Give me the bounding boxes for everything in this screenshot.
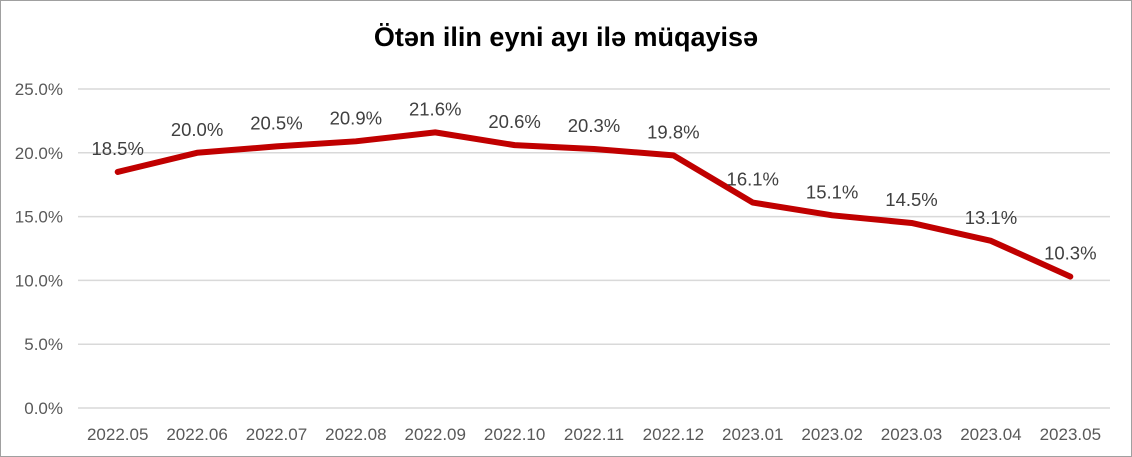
- data-point-label: 20.3%: [568, 115, 620, 136]
- x-axis-tick-label: 2023.03: [881, 425, 942, 444]
- x-axis-tick-label: 2022.07: [246, 425, 307, 444]
- data-series-line: [114, 129, 1074, 280]
- x-axis-tick-label: 2023.01: [722, 425, 783, 444]
- x-axis-tick-label: 2023.05: [1040, 425, 1101, 444]
- y-axis-tick-label: 10.0%: [15, 271, 63, 290]
- y-axis-tick-label: 5.0%: [24, 335, 63, 354]
- data-point-label: 16.1%: [727, 169, 779, 190]
- y-axis-tick-label: 20.0%: [15, 144, 63, 163]
- data-point-label: 20.0%: [171, 119, 223, 140]
- data-point-label: 20.6%: [488, 111, 540, 132]
- chart-title: Ötən ilin eyni ayı ilə müqayisə: [373, 22, 759, 52]
- y-axis-tick-label: 0.0%: [24, 399, 63, 418]
- data-point-label: 10.3%: [1044, 243, 1096, 264]
- x-axis-tick-label: 2022.11: [564, 425, 624, 444]
- data-point-label: 18.5%: [91, 138, 143, 159]
- y-axis-tick-label: 25.0%: [15, 80, 63, 99]
- x-axis-tick-label: 2023.02: [801, 425, 862, 444]
- data-point-label: 21.6%: [409, 98, 461, 119]
- y-axis-tick-label: 15.0%: [15, 208, 63, 227]
- x-axis-tick-label: 2022.05: [87, 425, 148, 444]
- x-axis-tick-label: 2022.06: [166, 425, 227, 444]
- data-point-label: 14.5%: [885, 189, 937, 210]
- x-axis-tick-label: 2022.09: [405, 425, 466, 444]
- x-axis-tick-label: 2022.08: [325, 425, 386, 444]
- x-axis-tick-label: 2022.12: [643, 425, 704, 444]
- x-axis-tick-label: 2023.04: [960, 425, 1021, 444]
- data-point-label: 20.9%: [330, 107, 382, 128]
- x-axis-tick-label: 2022.10: [484, 425, 545, 444]
- data-point-label: 20.5%: [250, 112, 302, 133]
- data-point-label: 19.8%: [647, 121, 699, 142]
- data-point-label: 15.1%: [806, 181, 858, 202]
- data-point-label: 13.1%: [965, 207, 1017, 228]
